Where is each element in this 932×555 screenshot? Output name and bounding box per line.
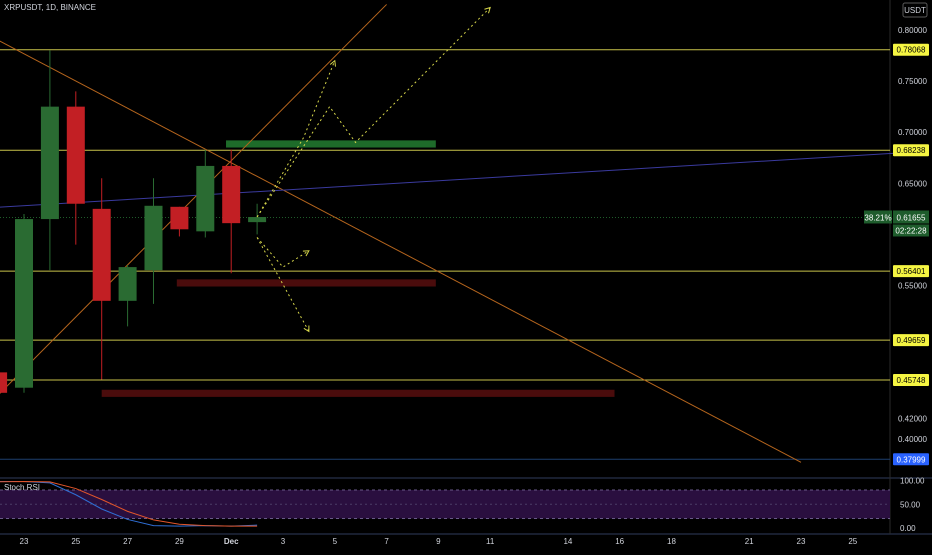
price-tick-label: 0.40000 <box>898 435 927 444</box>
price-tick-label: 0.70000 <box>898 128 927 137</box>
price-tick-label: 0.65000 <box>898 179 927 188</box>
time-tick-label: Dec <box>224 537 239 546</box>
current-price-tag[interactable] <box>893 210 929 224</box>
trend-line-1[interactable] <box>0 4 387 408</box>
stoch-tick-label: 0.00 <box>900 524 916 533</box>
stoch-line-1 <box>0 480 258 527</box>
time-tick-label: 3 <box>281 537 286 546</box>
time-tick-label: 14 <box>563 537 572 546</box>
low-price-tag[interactable] <box>893 453 929 466</box>
price-tick-label: 0.55000 <box>898 282 927 291</box>
time-tick-label: 18 <box>667 537 676 546</box>
projection-arrowhead <box>302 250 310 257</box>
level-price-text: 0.49659 <box>897 336 926 345</box>
price-tick-label-hidden: 0.42000 <box>898 414 927 423</box>
time-tick-label: 25 <box>71 537 80 546</box>
time-tick-label: 11 <box>486 537 495 546</box>
projection-arrowhead <box>329 59 336 67</box>
level-price-tag[interactable] <box>893 265 929 278</box>
time-tick-label: 25 <box>848 537 857 546</box>
candle[interactable] <box>144 205 163 271</box>
time-tick-label: 9 <box>436 537 441 546</box>
candle[interactable] <box>92 208 111 301</box>
countdown-text: 02:22:28 <box>895 226 927 235</box>
level-price-text: 0.56401 <box>897 267 926 276</box>
low-price-text: 0.37999 <box>897 455 926 464</box>
fib-tag <box>864 210 892 224</box>
level-price-tag[interactable] <box>893 374 929 387</box>
time-tick-label: 23 <box>797 537 806 546</box>
countdown-tag <box>893 224 929 237</box>
time-tick-label: 23 <box>20 537 29 546</box>
candle[interactable] <box>66 106 85 204</box>
currency-label: USDT <box>904 6 926 15</box>
candle[interactable] <box>196 165 215 232</box>
price-tick-label: 0.80000 <box>898 26 927 35</box>
projection-arrowhead <box>484 6 491 14</box>
time-tick-label: 21 <box>745 537 754 546</box>
level-price-tag[interactable] <box>893 43 929 56</box>
demand-zone-2[interactable] <box>101 389 615 397</box>
stoch-title: Stoch RSI <box>4 483 40 492</box>
candle[interactable] <box>170 206 189 230</box>
supply-zone-0[interactable] <box>226 140 436 148</box>
candle[interactable] <box>15 219 33 388</box>
candle[interactable] <box>118 267 137 301</box>
candle[interactable] <box>0 372 8 393</box>
time-tick-label: 5 <box>333 537 338 546</box>
currency-box[interactable] <box>902 2 928 18</box>
fib-percent: 38.21% <box>864 213 891 222</box>
projection-path-1[interactable] <box>256 7 491 218</box>
candle[interactable] <box>222 165 241 224</box>
blue-trend-line[interactable] <box>0 152 905 209</box>
demand-zone-1[interactable] <box>176 279 436 287</box>
level-price-text: 0.45748 <box>897 376 926 385</box>
level-price-text: 0.68238 <box>897 146 926 155</box>
time-tick-label: 16 <box>615 537 624 546</box>
chart-title: XRPUSDT, 1D, BINANCE <box>4 3 97 12</box>
stoch-tick-label: 50.00 <box>900 500 921 509</box>
level-price-text: 0.78068 <box>897 46 926 55</box>
price-tick-label: 0.75000 <box>898 77 927 86</box>
stoch-tick-label: 100.00 <box>900 477 925 486</box>
time-tick-label: 29 <box>175 537 184 546</box>
time-tick-label: 27 <box>123 537 132 546</box>
projection-path-0[interactable] <box>256 60 336 218</box>
current-price-text: 0.61655 <box>897 213 926 222</box>
level-price-tag[interactable] <box>893 334 929 347</box>
level-price-tag[interactable] <box>893 144 929 157</box>
candle[interactable] <box>248 217 267 223</box>
time-tick-label: 7 <box>384 537 389 546</box>
trend-line-0[interactable] <box>0 20 802 463</box>
projection-arrowhead <box>303 325 310 333</box>
candle[interactable] <box>40 106 59 220</box>
